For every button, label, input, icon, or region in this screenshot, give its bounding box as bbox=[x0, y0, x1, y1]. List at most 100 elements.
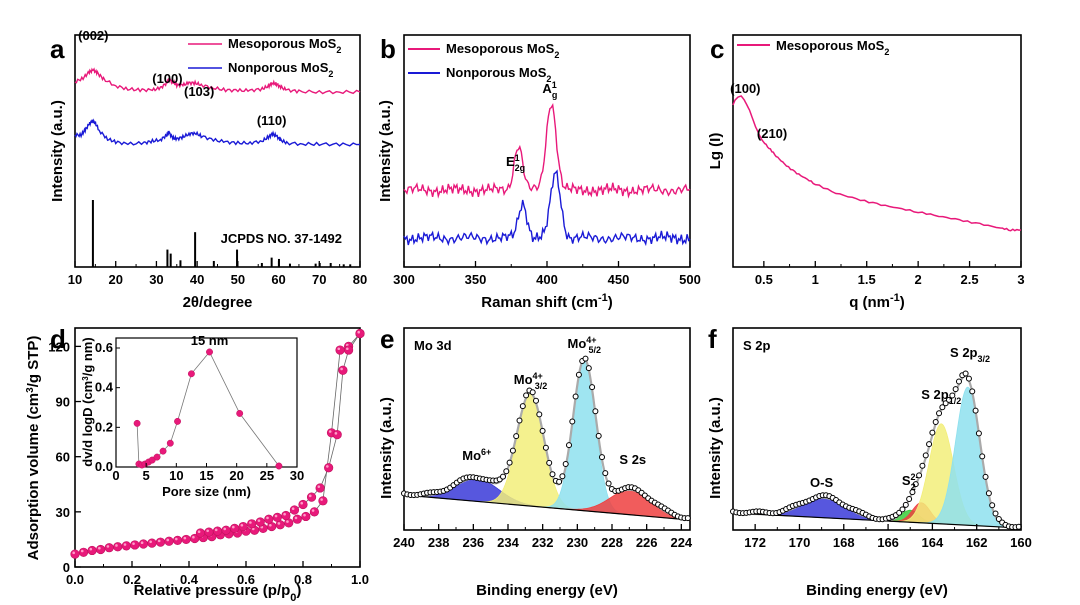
isotherm-point bbox=[289, 505, 300, 515]
isotherm-point-highlight bbox=[132, 542, 135, 545]
isotherm-point-highlight bbox=[197, 530, 201, 533]
inset-point bbox=[187, 370, 195, 378]
panel-label-b: b bbox=[380, 34, 396, 64]
isotherm-ytick-label: 0 bbox=[63, 560, 70, 575]
isotherm-point-highlight bbox=[337, 347, 341, 351]
xpsmo-data-point bbox=[566, 442, 572, 449]
panel-label-d: d bbox=[50, 324, 66, 354]
isotherm-point-highlight bbox=[98, 546, 101, 550]
raman-legend-label: Mesoporous MoS2 bbox=[446, 41, 559, 60]
xpsmo-xtick-label: 230 bbox=[566, 535, 588, 550]
isotherm-point bbox=[332, 430, 342, 440]
xpss-data-point bbox=[965, 375, 972, 382]
xpsmo-data-point bbox=[533, 397, 539, 404]
raman-xtick-label: 400 bbox=[536, 272, 558, 287]
isotherm-point bbox=[70, 549, 80, 559]
xpsmo-data-point bbox=[569, 418, 576, 425]
xpss-data-point bbox=[939, 404, 946, 411]
xpss-data-point bbox=[962, 370, 969, 377]
isotherm-point bbox=[255, 517, 265, 527]
isotherm-point-highlight bbox=[232, 525, 235, 529]
xpsmo-xtick-label: 226 bbox=[636, 535, 658, 550]
isotherm-point bbox=[230, 523, 240, 533]
isotherm-point bbox=[147, 538, 157, 548]
raman-mode-label: E1 2g bbox=[506, 153, 525, 173]
xpsmo-data-point bbox=[589, 384, 596, 391]
xpsmo-xtick-label: 238 bbox=[428, 535, 450, 550]
isotherm-point bbox=[181, 534, 191, 545]
isotherm-point bbox=[306, 492, 317, 502]
xrd-ylabel: Intensity (a.u.) bbox=[49, 100, 66, 202]
xpss-data-point bbox=[952, 386, 959, 393]
isotherm-xtick-label: 0.6 bbox=[237, 572, 255, 587]
saxs-xtick-label: 2 bbox=[915, 272, 922, 287]
isotherm-point bbox=[104, 543, 114, 553]
isotherm-xlabel: Relative pressure (p/p0) bbox=[134, 582, 302, 604]
isotherm-point-highlight bbox=[206, 529, 209, 533]
isotherm-point bbox=[335, 345, 345, 355]
xpsmo-xlabel: Binding energy (eV) bbox=[476, 582, 618, 599]
isotherm-point-highlight bbox=[334, 432, 338, 435]
isotherm-point-highlight bbox=[140, 541, 144, 545]
xpsmo-peak-label: Mo4+ 3/2 bbox=[514, 371, 548, 391]
isotherm-ylabel: Adsorption volume (cm3/g STP) bbox=[25, 336, 43, 561]
isotherm-point-highlight bbox=[317, 485, 321, 488]
isotherm-point bbox=[96, 544, 106, 555]
xpsmo-data-point bbox=[529, 389, 536, 396]
xpss-data-point bbox=[985, 490, 992, 497]
isotherm-point-highlight bbox=[346, 347, 349, 351]
xpss-data-point bbox=[916, 472, 923, 479]
xpsmo-data-point bbox=[516, 417, 523, 424]
xpsmo-peak-label: S 2s bbox=[619, 452, 646, 467]
xpsmo-data-point bbox=[556, 478, 563, 485]
xrd-series-1 bbox=[74, 118, 361, 147]
xpsmo-xtick-label: 228 bbox=[601, 535, 623, 550]
isotherm-ytick-label: 60 bbox=[56, 450, 70, 465]
xpss-data-point bbox=[932, 418, 939, 425]
xpss-peak-label: S 2p3/2 bbox=[950, 345, 990, 364]
xpsmo-data-point bbox=[509, 447, 516, 454]
xpsmo-xtick-label: 240 bbox=[393, 535, 415, 550]
isotherm-point bbox=[247, 519, 257, 529]
panel-label-f: f bbox=[708, 324, 717, 354]
xpss-peak-label: S 2p1/2 bbox=[921, 387, 961, 406]
xrd-reference-label: JCPDS NO. 37-1492 bbox=[221, 231, 342, 246]
xrd-xtick-label: 10 bbox=[68, 272, 82, 287]
xpsmo-data-point bbox=[546, 459, 553, 466]
isotherm-point bbox=[338, 365, 348, 375]
xrd-peak-label: (110) bbox=[257, 113, 287, 128]
isotherm-xtick-label: 0.2 bbox=[123, 572, 141, 587]
isotherm-point bbox=[113, 542, 123, 552]
xpss-data-point bbox=[982, 473, 989, 480]
isotherm-point-highlight bbox=[277, 522, 281, 525]
xpss-xlabel: Binding energy (eV) bbox=[806, 582, 948, 599]
isotherm-point bbox=[355, 328, 365, 339]
raman-ylabel: Intensity (a.u.) bbox=[377, 100, 394, 202]
raman-mode-label: A1 g bbox=[542, 80, 557, 100]
inset-xtick-label: 15 bbox=[199, 468, 213, 483]
raman-series-0 bbox=[403, 102, 691, 199]
xpss-peak-label: S2-2 bbox=[902, 472, 919, 492]
xrd-peak-label: (100) bbox=[152, 71, 182, 86]
xpss-data-point bbox=[955, 378, 962, 385]
xpss-data-point bbox=[949, 392, 956, 399]
raman-xtick-label: 300 bbox=[393, 272, 415, 287]
saxs-xtick-label: 1 bbox=[812, 272, 819, 287]
xrd-xtick-label: 40 bbox=[190, 272, 204, 287]
xpss-data-point bbox=[899, 506, 906, 513]
xpss-data-point bbox=[936, 410, 943, 417]
isotherm-point bbox=[264, 514, 274, 524]
isotherm-point-highlight bbox=[328, 430, 332, 433]
isotherm-point-highlight bbox=[223, 527, 227, 531]
xpss-frame bbox=[732, 327, 1022, 531]
inset-ytick-label: 0.0 bbox=[95, 459, 113, 474]
raman-xtick-label: 450 bbox=[608, 272, 630, 287]
xpss-data-point bbox=[929, 429, 936, 436]
saxs-frame bbox=[732, 34, 1022, 268]
saxs-peak-label: (210) bbox=[757, 126, 787, 141]
xrd-xtick-label: 30 bbox=[149, 272, 163, 287]
xpss-data-point bbox=[912, 481, 919, 488]
isotherm-point bbox=[315, 483, 325, 493]
isotherm-point-highlight bbox=[166, 538, 170, 542]
